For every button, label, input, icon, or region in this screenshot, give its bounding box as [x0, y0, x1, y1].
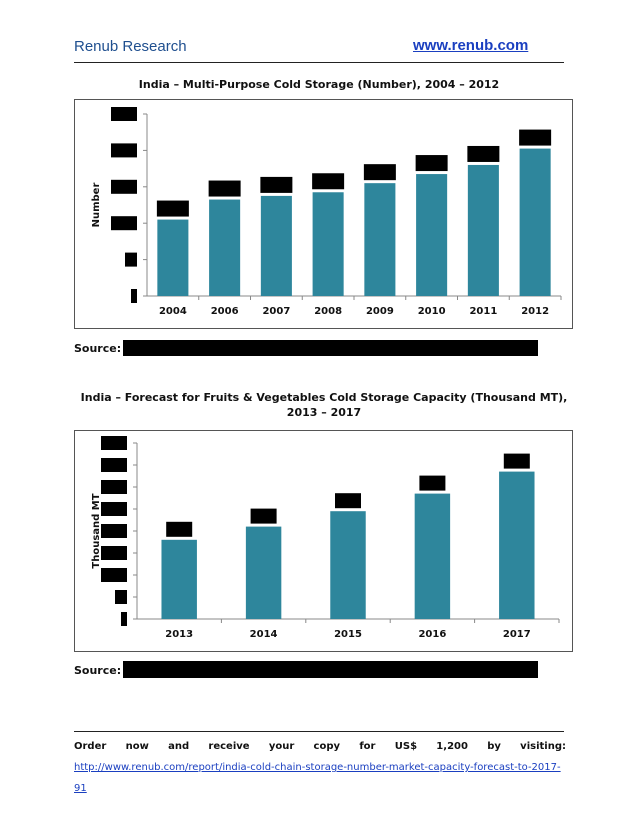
x-tick-label: 2016 — [418, 629, 446, 640]
report-link[interactable]: http://www.renub.com/report/india-cold-c… — [74, 762, 561, 794]
x-tick-label: 2004 — [159, 306, 187, 317]
chart1-source-redacted — [123, 340, 538, 356]
data-label-redacted — [419, 475, 446, 491]
y-tick-label-redacted — [101, 546, 127, 560]
y-tick-label-redacted — [101, 524, 127, 538]
chart2-frame: Thousand MT 2013 2014 2015 2016 2017 — [74, 430, 573, 652]
data-label-redacted — [208, 180, 241, 197]
bar — [330, 511, 366, 619]
bar — [157, 219, 189, 296]
data-label-redacted — [415, 155, 448, 172]
data-label-redacted — [519, 129, 552, 146]
chart1-title: India – Multi-Purpose Cold Storage (Numb… — [138, 78, 500, 91]
y-tick-label-redacted — [121, 612, 127, 626]
bar — [161, 539, 197, 619]
bar — [467, 164, 499, 296]
chart2-source-label: Source: — [74, 664, 122, 677]
chart1-frame: Number 2004 2006 2007 2008 2009 2010 2011 2012 — [74, 99, 573, 329]
x-tick-label: 2014 — [250, 629, 278, 640]
data-label-redacted — [156, 200, 189, 217]
data-label-redacted — [250, 508, 277, 524]
data-label-redacted — [363, 164, 396, 181]
x-tick-label: 2011 — [469, 306, 497, 317]
bar — [414, 493, 451, 619]
x-tick-label: 2006 — [211, 306, 239, 317]
footer-text: Order now and receive your copy for US$ … — [74, 741, 566, 752]
x-tick-label: 2007 — [262, 306, 290, 317]
data-label-redacted — [260, 176, 293, 193]
x-tick-label: 2017 — [503, 629, 531, 640]
y-tick-label-redacted — [101, 436, 127, 450]
header-divider — [74, 62, 564, 63]
x-tick-label: 2010 — [418, 306, 446, 317]
y-axis-label: Thousand MT — [91, 493, 102, 568]
data-label-redacted — [312, 173, 345, 190]
y-axis-label: Number — [91, 183, 102, 228]
x-tick-label: 2015 — [334, 629, 362, 640]
bar — [245, 526, 282, 619]
bar — [499, 471, 535, 619]
bar — [260, 195, 292, 296]
data-label-redacted — [467, 145, 500, 162]
bar — [209, 199, 241, 296]
website-link[interactable]: www.renub.com — [413, 37, 529, 54]
y-tick-label-redacted — [101, 458, 127, 472]
x-tick-label: 2008 — [314, 306, 342, 317]
y-tick-label-redacted — [111, 179, 137, 194]
x-tick-label: 2013 — [165, 629, 193, 640]
data-label-redacted — [335, 493, 361, 509]
chart2-plot: Thousand MT 2013 2014 2015 2016 2017 — [91, 436, 560, 640]
brand-name: Renub Research — [74, 38, 187, 55]
y-tick-label-redacted — [131, 289, 137, 303]
chart2-title: India – Forecast for Fruits & Vegetables… — [80, 391, 568, 419]
chart2-source-redacted — [123, 661, 538, 678]
x-tick-label: 2012 — [521, 306, 549, 317]
footer-divider — [74, 731, 564, 732]
data-label-redacted — [503, 453, 530, 469]
y-tick-label-redacted — [111, 143, 137, 158]
y-tick-label-redacted — [111, 216, 137, 231]
footer-order-text: Order now and receive your copy for US$ … — [74, 736, 566, 799]
bar — [416, 174, 448, 296]
chart1-plot: Number 2004 2006 2007 2008 2009 2010 2011 2012 — [91, 107, 562, 317]
y-tick-label-redacted — [115, 590, 127, 604]
chart1-source-label: Source: — [74, 342, 122, 355]
y-tick-label-redacted — [111, 107, 137, 121]
bar — [519, 148, 551, 296]
x-tick-label: 2009 — [366, 306, 394, 317]
y-tick-label-redacted — [101, 502, 127, 516]
bar — [364, 183, 396, 296]
data-label-redacted — [166, 521, 193, 537]
bar — [312, 192, 344, 296]
y-tick-label-redacted — [125, 252, 137, 267]
y-tick-label-redacted — [101, 568, 127, 582]
y-tick-label-redacted — [101, 480, 127, 494]
